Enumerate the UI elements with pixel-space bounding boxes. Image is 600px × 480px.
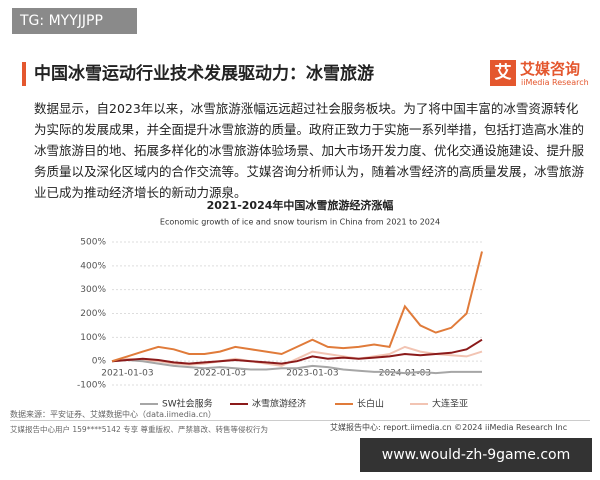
chart-subtitle: Economic growth of ice and snow tourism … [160, 218, 440, 227]
paragraph: 数据显示，自2023年以来，冰雪旅游涨幅远远超过社会服务板块。为了将中国丰富的冰… [34, 101, 585, 200]
y-tick-label: -100% [77, 381, 106, 391]
y-tick-label: 0% [92, 357, 107, 367]
y-tick-label: 200% [80, 309, 106, 319]
logo-sub: iiMedia Research [521, 78, 589, 87]
y-tick-label: 500% [80, 238, 106, 248]
y-tick-label: 400% [80, 261, 106, 271]
footer-left: 艾媒报告中心用户 159****5142 专享 尊重版权、严禁篡改、转售等侵权行… [10, 425, 269, 434]
logo-icon: 艾 [490, 60, 516, 86]
legend-label: SW社会服务 [162, 398, 213, 410]
x-tick-label: 2021-01-03 [101, 369, 153, 379]
overlay-url: www.would-zh-9game.com [360, 438, 592, 472]
chart: 2021-2024年中国冰雪旅游经济涨幅 Economic growth of … [77, 198, 483, 410]
legend-label: 冰雪旅游经济 [252, 398, 306, 410]
legend-label: 长白山 [357, 398, 384, 410]
chart-title: 2021-2024年中国冰雪旅游经济涨幅 [207, 198, 394, 212]
legend-label: 大连圣亚 [432, 398, 468, 410]
series-line [111, 345, 483, 367]
x-tick-label: 2023-01-03 [286, 369, 338, 379]
x-tick-label: 2022-01-03 [194, 369, 246, 379]
logo-name: 艾媒咨询 [520, 60, 581, 78]
watermark: TG: MYYJJPP [12, 8, 137, 34]
y-tick-label: 300% [80, 285, 106, 295]
series-line [111, 251, 483, 363]
title-accent [22, 62, 26, 86]
series-line [111, 358, 482, 375]
y-tick-label: 100% [80, 333, 106, 343]
rule [10, 420, 590, 421]
footer-right: 艾媒报告中心: report.iimedia.cn ©2024 iiMedia … [330, 423, 568, 432]
page-title: 中国冰雪运动行业技术发展驱动力：冰雪旅游 [34, 64, 374, 84]
source: 数据来源：平安证券、艾媒数据中心（data.iimedia.cn） [10, 410, 216, 419]
series-line [111, 338, 483, 365]
